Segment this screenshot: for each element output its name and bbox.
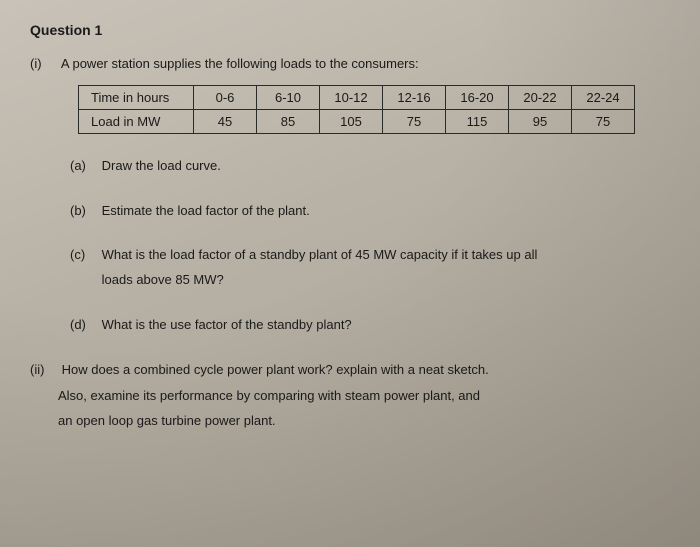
subpart-c: (c) What is the load factor of a standby… [70,243,670,292]
subpart-label: (b) [70,199,98,224]
table-cell: 20-22 [509,86,572,110]
table-cell-label: Time in hours [79,86,194,110]
part-ii: (ii) How does a combined cycle power pla… [30,357,670,433]
table-row: Load in MW 45 85 105 75 115 95 75 [79,110,635,134]
table-cell: 85 [257,110,320,134]
subpart-b: (b) Estimate the load factor of the plan… [70,199,670,224]
table-cell: 75 [383,110,446,134]
table-cell: 45 [194,110,257,134]
part-ii-line3: an open loop gas turbine power plant. [58,408,670,433]
subpart-label: (c) [70,243,98,268]
table-cell: 115 [446,110,509,134]
table-cell: 75 [572,110,635,134]
table-cell: 0-6 [194,86,257,110]
question-title: Question 1 [30,22,670,38]
subpart-text: Estimate the load factor of the plant. [102,199,542,224]
table-cell: 95 [509,110,572,134]
table-row: Time in hours 0-6 6-10 10-12 12-16 16-20… [79,86,635,110]
subpart-label: (d) [70,313,98,338]
part-ii-line1: How does a combined cycle power plant wo… [62,357,532,382]
table-cell: 6-10 [257,86,320,110]
subpart-d: (d) What is the use factor of the standb… [70,313,670,338]
subpart-text: Draw the load curve. [102,154,542,179]
part-ii-line2: Also, examine its performance by compari… [58,383,670,408]
part-i-intro: (i) A power station supplies the followi… [30,56,670,71]
table-cell: 10-12 [320,86,383,110]
subpart-text: What is the load factor of a standby pla… [102,243,542,292]
table-cell: 12-16 [383,86,446,110]
part-i-intro-text: A power station supplies the following l… [61,56,419,71]
subpart-text: What is the use factor of the standby pl… [102,313,542,338]
subpart-label: (a) [70,154,98,179]
table-cell: 105 [320,110,383,134]
load-table: Time in hours 0-6 6-10 10-12 12-16 16-20… [78,85,635,134]
table-cell: 22-24 [572,86,635,110]
part-i-label: (i) [30,56,58,71]
table-cell: 16-20 [446,86,509,110]
subpart-a: (a) Draw the load curve. [5 marks] [70,154,670,179]
part-ii-label: (ii) [30,357,58,382]
table-cell-label: Load in MW [79,110,194,134]
